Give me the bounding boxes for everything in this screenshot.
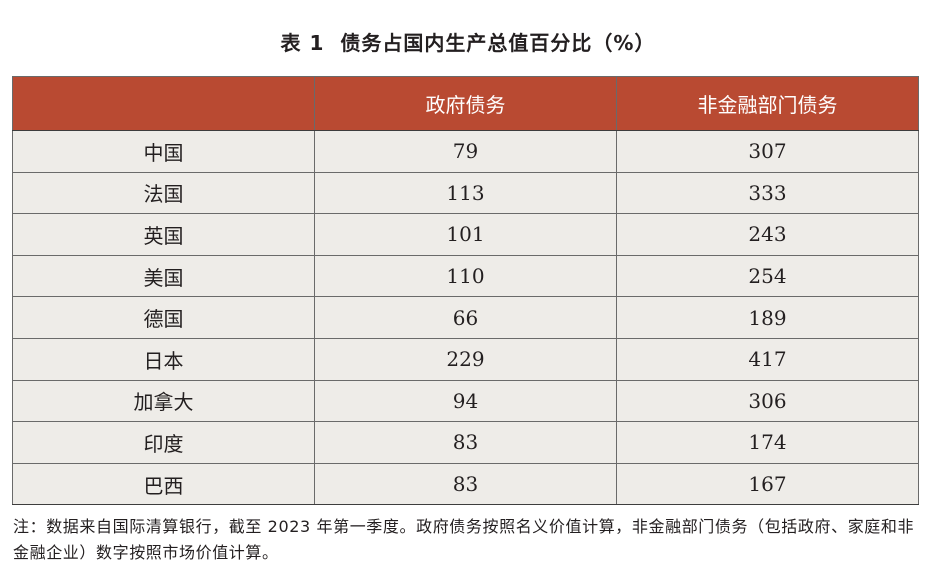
government-debt-cell: 101 xyxy=(314,213,617,256)
table-row: 法国 113 333 xyxy=(12,171,919,215)
country-cell: 英国 xyxy=(12,213,315,256)
nonfinancial-debt-cell: 189 xyxy=(616,296,919,339)
table-header-row: 政府债务 非金融部门债务 xyxy=(12,76,919,131)
government-debt-cell: 94 xyxy=(314,379,617,423)
table-title-text: 债务占国内生产总值百分比（%） xyxy=(340,31,656,55)
nonfinancial-debt-cell: 254 xyxy=(616,254,919,298)
nonfinancial-debt-cell: 417 xyxy=(616,337,919,381)
table-row: 德国 66 189 xyxy=(12,296,919,339)
table-row: 加拿大 94 306 xyxy=(12,379,919,423)
nonfinancial-debt-cell: 167 xyxy=(616,462,919,506)
government-debt-cell: 113 xyxy=(314,171,617,215)
table-row: 英国 101 243 xyxy=(12,213,919,256)
table-row: 巴西 83 167 xyxy=(12,462,919,506)
country-cell: 印度 xyxy=(12,421,315,464)
header-government-debt: 政府债务 xyxy=(314,76,617,131)
header-nonfinancial-debt: 非金融部门债务 xyxy=(616,76,919,131)
table-row: 美国 110 254 xyxy=(12,254,919,298)
country-cell: 美国 xyxy=(12,254,315,298)
country-cell: 巴西 xyxy=(12,462,315,506)
table-row: 印度 83 174 xyxy=(12,421,919,464)
table-row: 中国 79 307 xyxy=(12,130,919,173)
country-cell: 德国 xyxy=(12,296,315,339)
nonfinancial-debt-cell: 333 xyxy=(616,171,919,215)
government-debt-cell: 83 xyxy=(314,421,617,464)
government-debt-cell: 110 xyxy=(314,254,617,298)
nonfinancial-debt-cell: 243 xyxy=(616,213,919,256)
table-row: 日本 229 417 xyxy=(12,337,919,381)
country-cell: 中国 xyxy=(12,130,315,173)
header-country xyxy=(12,76,315,131)
nonfinancial-debt-cell: 306 xyxy=(616,379,919,423)
table-note: 注：数据来自国际清算银行，截至 2023 年第一季度。政府债务按照名义价值计算，… xyxy=(13,517,915,562)
government-debt-cell: 66 xyxy=(314,296,617,339)
table-title: 表 1 债务占国内生产总值百分比（%） xyxy=(0,28,936,58)
government-debt-cell: 83 xyxy=(314,462,617,506)
government-debt-cell: 229 xyxy=(314,337,617,381)
nonfinancial-debt-cell: 174 xyxy=(616,421,919,464)
nonfinancial-debt-cell: 307 xyxy=(616,130,919,173)
country-cell: 加拿大 xyxy=(12,379,315,423)
government-debt-cell: 79 xyxy=(314,130,617,173)
country-cell: 日本 xyxy=(12,337,315,381)
debt-table: 政府债务 非金融部门债务 中国 79 307 法国 113 333 英国 101… xyxy=(12,76,919,506)
country-cell: 法国 xyxy=(12,171,315,215)
table-number: 表 1 xyxy=(280,31,325,55)
